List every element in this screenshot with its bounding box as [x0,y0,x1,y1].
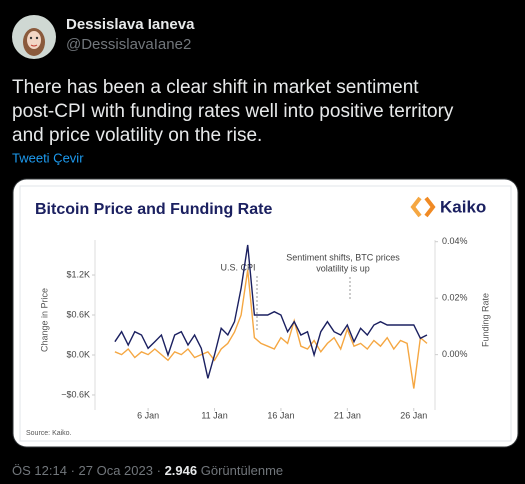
translate-link[interactable]: Tweeti Çevir [12,150,84,165]
annotation: Sentiment shifts, BTC prices [286,252,400,262]
separator: · [71,463,75,478]
separator: · [157,463,161,478]
y-tick-label: −$0.6K [61,389,90,399]
logo-text: Kaiko [440,197,486,216]
author-handle[interactable]: @DessislavaIane2 [66,36,191,53]
footer: ÖS 12:14 · 27 Oca 2023 · 2.946 Görüntüle… [12,463,283,478]
y-axis-title: Change in Price [39,288,49,352]
y-tick-label: $1.2K [66,269,90,279]
x-tick-label: 11 Jan [201,410,227,420]
views: 2.946 [165,463,198,478]
y2-tick-label: 0.02% [442,293,468,303]
y-tick-label: $0.0K [66,349,90,359]
annotation: U.S. CPI [220,262,255,272]
y2-tick-label: 0.00% [442,349,468,359]
annotation: volatility is up [316,263,370,273]
source: Source: Kaiko. [26,430,72,437]
y-tick-label: $0.6K [66,309,90,319]
y2-tick-label: 0.04% [442,236,468,246]
plot: −$0.6K $0.0K $0.6K $1.2K 0.00% 0.02% 0.04% 6 Ja… [61,236,467,420]
x-tick-label: 26 Jan [400,410,427,420]
tweet-text: and price volatility on the rise. [12,125,262,146]
avatar[interactable] [12,15,56,59]
series-line [114,244,428,379]
time[interactable]: ÖS 12:14 [12,463,67,478]
x-tick-label: 6 Jan [137,410,159,420]
x-tick-label: 16 Jan [267,410,294,420]
chart-title: Bitcoin Price and Funding Rate [35,201,272,218]
date[interactable]: 27 Oca 2023 [79,463,153,478]
author-name[interactable]: Dessislava Ianeva [66,16,195,33]
logo-icon [410,196,436,218]
chart-frame [19,185,512,442]
x-tick-label: 21 Jan [334,410,361,420]
tweet-text: post-CPI with funding rates well into po… [12,101,454,122]
views-label: Görüntülenme [201,463,283,478]
tweet-text: There has been a clear shift in market s… [12,77,419,98]
y2-axis-title: Funding Rate [480,293,490,347]
series-line [114,269,428,389]
